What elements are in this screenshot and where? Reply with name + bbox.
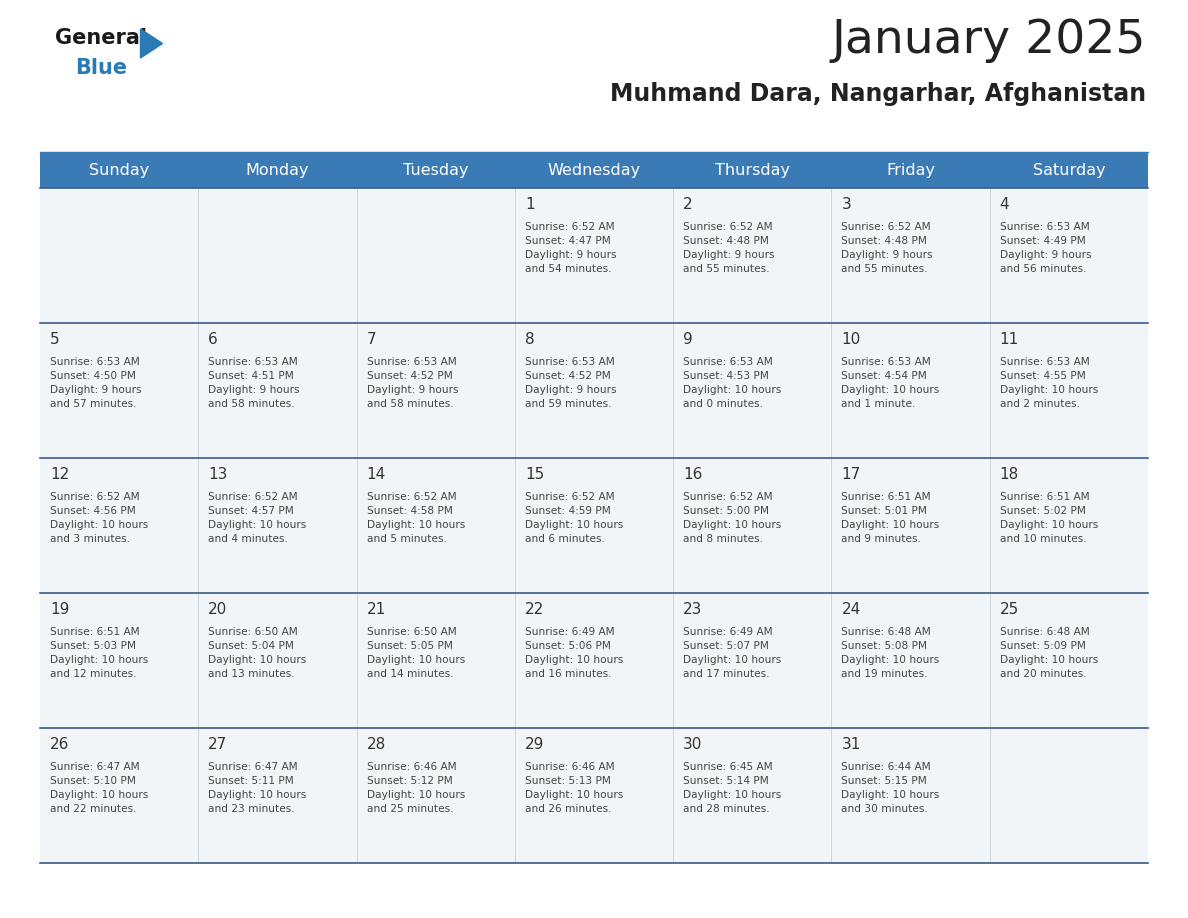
Text: 28: 28 — [367, 737, 386, 752]
Text: Sunrise: 6:52 AM
Sunset: 4:59 PM
Daylight: 10 hours
and 6 minutes.: Sunrise: 6:52 AM Sunset: 4:59 PM Dayligh… — [525, 492, 624, 544]
Text: 14: 14 — [367, 467, 386, 482]
Text: 5: 5 — [50, 332, 59, 347]
Bar — [198, 152, 356, 188]
Text: 10: 10 — [841, 332, 860, 347]
Text: 8: 8 — [525, 332, 535, 347]
Text: Sunrise: 6:47 AM
Sunset: 5:10 PM
Daylight: 10 hours
and 22 minutes.: Sunrise: 6:47 AM Sunset: 5:10 PM Dayligh… — [50, 762, 148, 814]
Text: Sunrise: 6:49 AM
Sunset: 5:07 PM
Daylight: 10 hours
and 17 minutes.: Sunrise: 6:49 AM Sunset: 5:07 PM Dayligh… — [683, 627, 782, 679]
Polygon shape — [140, 29, 163, 58]
Text: Sunrise: 6:51 AM
Sunset: 5:03 PM
Daylight: 10 hours
and 12 minutes.: Sunrise: 6:51 AM Sunset: 5:03 PM Dayligh… — [50, 627, 148, 679]
Text: January 2025: January 2025 — [832, 18, 1146, 63]
Text: 25: 25 — [1000, 602, 1019, 617]
Text: 9: 9 — [683, 332, 693, 347]
Text: 18: 18 — [1000, 467, 1019, 482]
Bar — [40, 323, 1148, 458]
Bar — [514, 152, 674, 188]
Text: Sunrise: 6:53 AM
Sunset: 4:51 PM
Daylight: 9 hours
and 58 minutes.: Sunrise: 6:53 AM Sunset: 4:51 PM Dayligh… — [208, 357, 299, 409]
Text: Saturday: Saturday — [1032, 162, 1105, 177]
Text: 6: 6 — [208, 332, 219, 347]
Text: Monday: Monday — [246, 162, 309, 177]
Text: 1: 1 — [525, 197, 535, 212]
Text: Sunrise: 6:49 AM
Sunset: 5:06 PM
Daylight: 10 hours
and 16 minutes.: Sunrise: 6:49 AM Sunset: 5:06 PM Dayligh… — [525, 627, 624, 679]
Bar — [990, 152, 1148, 188]
Text: Sunrise: 6:52 AM
Sunset: 4:48 PM
Daylight: 9 hours
and 55 minutes.: Sunrise: 6:52 AM Sunset: 4:48 PM Dayligh… — [683, 222, 775, 274]
Text: Sunrise: 6:53 AM
Sunset: 4:55 PM
Daylight: 10 hours
and 2 minutes.: Sunrise: 6:53 AM Sunset: 4:55 PM Dayligh… — [1000, 357, 1098, 409]
Text: General: General — [55, 28, 147, 48]
Text: Sunrise: 6:50 AM
Sunset: 5:04 PM
Daylight: 10 hours
and 13 minutes.: Sunrise: 6:50 AM Sunset: 5:04 PM Dayligh… — [208, 627, 307, 679]
Bar — [40, 188, 1148, 323]
Text: Friday: Friday — [886, 162, 935, 177]
Text: 16: 16 — [683, 467, 702, 482]
Text: 11: 11 — [1000, 332, 1019, 347]
Text: 7: 7 — [367, 332, 377, 347]
Text: 13: 13 — [208, 467, 228, 482]
Text: Tuesday: Tuesday — [403, 162, 468, 177]
Text: 23: 23 — [683, 602, 702, 617]
Text: 20: 20 — [208, 602, 228, 617]
Text: Sunrise: 6:45 AM
Sunset: 5:14 PM
Daylight: 10 hours
and 28 minutes.: Sunrise: 6:45 AM Sunset: 5:14 PM Dayligh… — [683, 762, 782, 814]
Text: Sunrise: 6:53 AM
Sunset: 4:54 PM
Daylight: 10 hours
and 1 minute.: Sunrise: 6:53 AM Sunset: 4:54 PM Dayligh… — [841, 357, 940, 409]
Text: Thursday: Thursday — [715, 162, 790, 177]
Text: Sunrise: 6:48 AM
Sunset: 5:08 PM
Daylight: 10 hours
and 19 minutes.: Sunrise: 6:48 AM Sunset: 5:08 PM Dayligh… — [841, 627, 940, 679]
Bar — [40, 458, 1148, 593]
Text: 30: 30 — [683, 737, 702, 752]
Text: Sunrise: 6:44 AM
Sunset: 5:15 PM
Daylight: 10 hours
and 30 minutes.: Sunrise: 6:44 AM Sunset: 5:15 PM Dayligh… — [841, 762, 940, 814]
Bar — [674, 152, 832, 188]
Text: Sunday: Sunday — [89, 162, 150, 177]
Text: 29: 29 — [525, 737, 544, 752]
Text: 12: 12 — [50, 467, 69, 482]
Text: 15: 15 — [525, 467, 544, 482]
Text: Sunrise: 6:52 AM
Sunset: 5:00 PM
Daylight: 10 hours
and 8 minutes.: Sunrise: 6:52 AM Sunset: 5:00 PM Dayligh… — [683, 492, 782, 544]
Text: 3: 3 — [841, 197, 851, 212]
Text: 24: 24 — [841, 602, 860, 617]
Text: 22: 22 — [525, 602, 544, 617]
Text: Sunrise: 6:52 AM
Sunset: 4:56 PM
Daylight: 10 hours
and 3 minutes.: Sunrise: 6:52 AM Sunset: 4:56 PM Dayligh… — [50, 492, 148, 544]
Text: Sunrise: 6:50 AM
Sunset: 5:05 PM
Daylight: 10 hours
and 14 minutes.: Sunrise: 6:50 AM Sunset: 5:05 PM Dayligh… — [367, 627, 465, 679]
Text: Sunrise: 6:52 AM
Sunset: 4:47 PM
Daylight: 9 hours
and 54 minutes.: Sunrise: 6:52 AM Sunset: 4:47 PM Dayligh… — [525, 222, 617, 274]
Text: Sunrise: 6:47 AM
Sunset: 5:11 PM
Daylight: 10 hours
and 23 minutes.: Sunrise: 6:47 AM Sunset: 5:11 PM Dayligh… — [208, 762, 307, 814]
Text: Sunrise: 6:51 AM
Sunset: 5:01 PM
Daylight: 10 hours
and 9 minutes.: Sunrise: 6:51 AM Sunset: 5:01 PM Dayligh… — [841, 492, 940, 544]
Text: Sunrise: 6:53 AM
Sunset: 4:52 PM
Daylight: 9 hours
and 58 minutes.: Sunrise: 6:53 AM Sunset: 4:52 PM Dayligh… — [367, 357, 459, 409]
Text: Blue: Blue — [75, 58, 127, 78]
Bar — [356, 152, 514, 188]
Text: Sunrise: 6:53 AM
Sunset: 4:52 PM
Daylight: 9 hours
and 59 minutes.: Sunrise: 6:53 AM Sunset: 4:52 PM Dayligh… — [525, 357, 617, 409]
Text: 4: 4 — [1000, 197, 1010, 212]
Text: Sunrise: 6:53 AM
Sunset: 4:53 PM
Daylight: 10 hours
and 0 minutes.: Sunrise: 6:53 AM Sunset: 4:53 PM Dayligh… — [683, 357, 782, 409]
Text: Sunrise: 6:51 AM
Sunset: 5:02 PM
Daylight: 10 hours
and 10 minutes.: Sunrise: 6:51 AM Sunset: 5:02 PM Dayligh… — [1000, 492, 1098, 544]
Text: 27: 27 — [208, 737, 228, 752]
Text: Muhmand Dara, Nangarhar, Afghanistan: Muhmand Dara, Nangarhar, Afghanistan — [609, 82, 1146, 106]
Bar — [40, 728, 1148, 863]
Bar — [40, 152, 198, 188]
Text: Sunrise: 6:46 AM
Sunset: 5:12 PM
Daylight: 10 hours
and 25 minutes.: Sunrise: 6:46 AM Sunset: 5:12 PM Dayligh… — [367, 762, 465, 814]
Text: Sunrise: 6:53 AM
Sunset: 4:49 PM
Daylight: 9 hours
and 56 minutes.: Sunrise: 6:53 AM Sunset: 4:49 PM Dayligh… — [1000, 222, 1092, 274]
Bar — [40, 593, 1148, 728]
Text: Wednesday: Wednesday — [548, 162, 640, 177]
Text: 19: 19 — [50, 602, 69, 617]
Text: Sunrise: 6:48 AM
Sunset: 5:09 PM
Daylight: 10 hours
and 20 minutes.: Sunrise: 6:48 AM Sunset: 5:09 PM Dayligh… — [1000, 627, 1098, 679]
Text: Sunrise: 6:52 AM
Sunset: 4:48 PM
Daylight: 9 hours
and 55 minutes.: Sunrise: 6:52 AM Sunset: 4:48 PM Dayligh… — [841, 222, 933, 274]
Text: Sunrise: 6:53 AM
Sunset: 4:50 PM
Daylight: 9 hours
and 57 minutes.: Sunrise: 6:53 AM Sunset: 4:50 PM Dayligh… — [50, 357, 141, 409]
Text: 26: 26 — [50, 737, 69, 752]
Text: 21: 21 — [367, 602, 386, 617]
Text: 2: 2 — [683, 197, 693, 212]
Text: 17: 17 — [841, 467, 860, 482]
Text: Sunrise: 6:52 AM
Sunset: 4:57 PM
Daylight: 10 hours
and 4 minutes.: Sunrise: 6:52 AM Sunset: 4:57 PM Dayligh… — [208, 492, 307, 544]
Text: 31: 31 — [841, 737, 861, 752]
Text: Sunrise: 6:46 AM
Sunset: 5:13 PM
Daylight: 10 hours
and 26 minutes.: Sunrise: 6:46 AM Sunset: 5:13 PM Dayligh… — [525, 762, 624, 814]
Bar — [832, 152, 990, 188]
Text: Sunrise: 6:52 AM
Sunset: 4:58 PM
Daylight: 10 hours
and 5 minutes.: Sunrise: 6:52 AM Sunset: 4:58 PM Dayligh… — [367, 492, 465, 544]
